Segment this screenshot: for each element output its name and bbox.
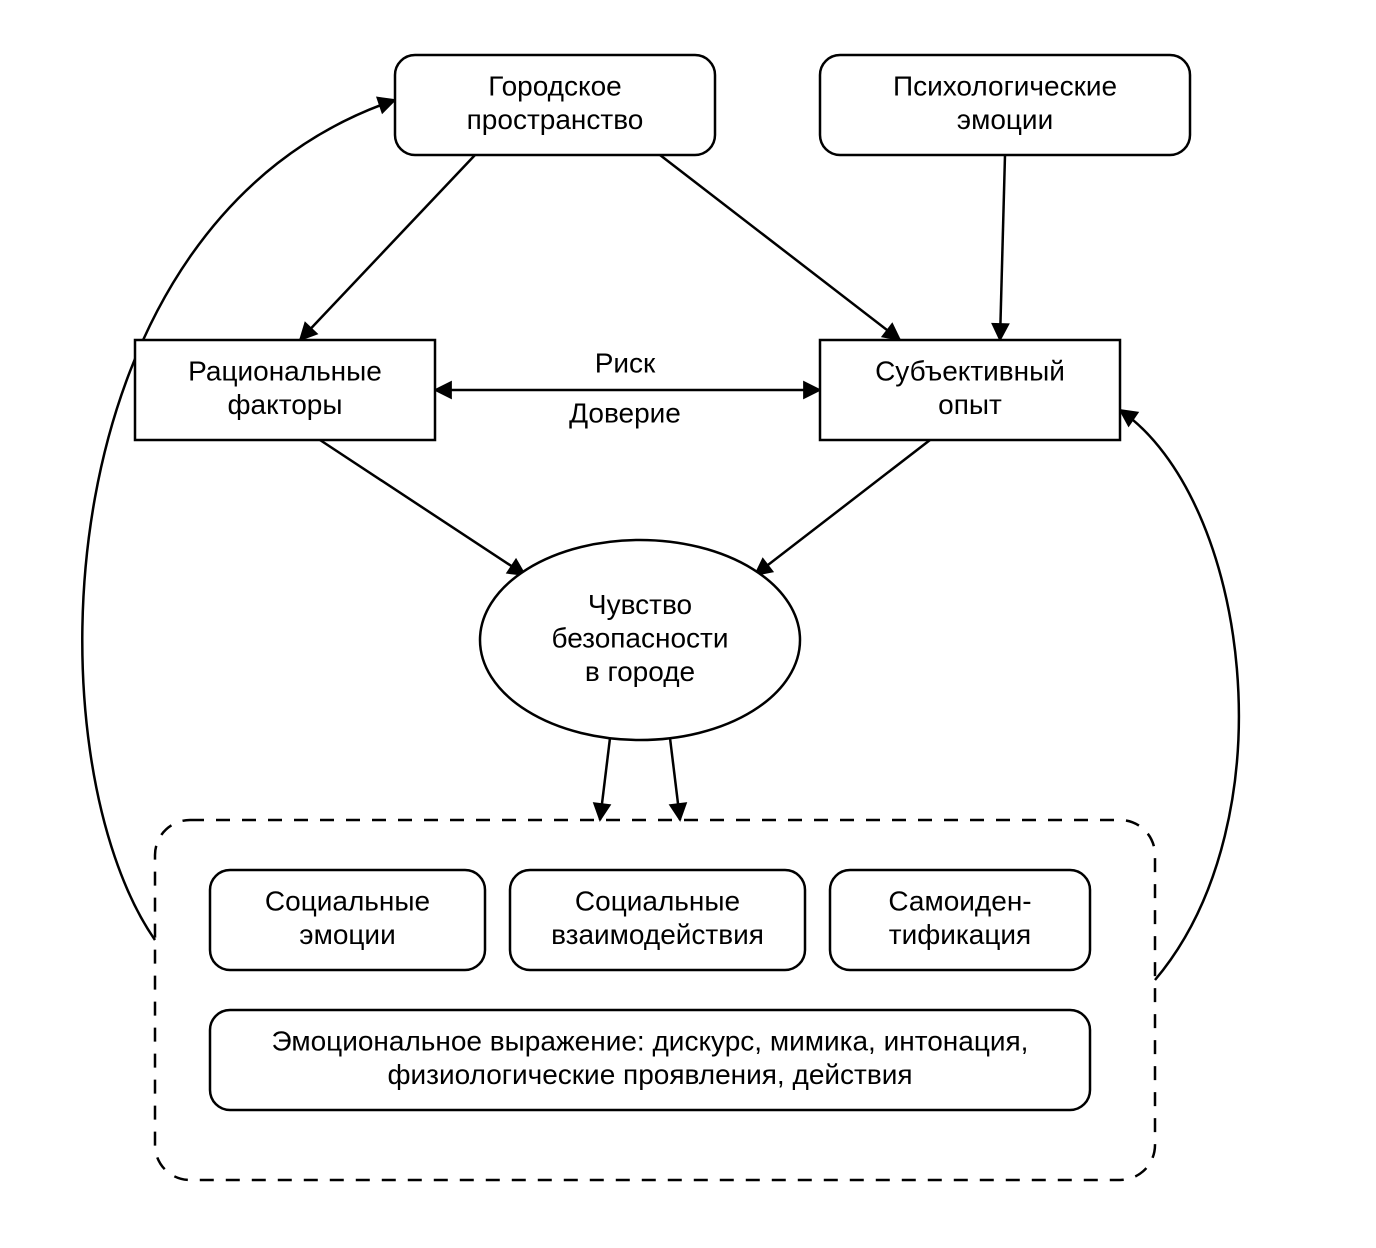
edge-label-risk: Риск [595,347,656,378]
node-psych_emotions: Психологическиеэмоции [820,55,1190,155]
node-subjective-line0: Субъективный [875,356,1065,387]
edge-feedback_right [1120,410,1239,980]
node-social_inter: Социальныевзаимодействия [510,870,805,970]
node-expression-line0: Эмоциональное выражение: дискурс, мимика… [272,1026,1029,1057]
edge-safety_to_box_right [670,738,680,820]
node-self_id-line0: Самоиден- [888,886,1031,917]
node-psych_emotions-line1: эмоции [957,104,1053,135]
node-expression-line1: физиологические проявления, действия [387,1059,912,1090]
nodes-layer: ГородскоепространствоПсихологическиеэмоц… [135,55,1190,1180]
node-rational: Рациональныефакторы [135,340,435,440]
node-expression: Эмоциональное выражение: дискурс, мимика… [210,1010,1090,1110]
edge-label-trust: Доверие [569,397,681,428]
edge-subjective_to_safety [755,440,930,575]
node-social_inter-line1: взаимодействия [551,919,764,950]
node-urban_space-line0: Городское [488,71,621,102]
edge-psych_to_subjective [1000,155,1005,340]
node-rational-line0: Рациональные [188,356,382,387]
node-sense_safety: Чувствобезопасностив городе [480,540,800,740]
edge-urban_to_subjective [660,155,900,340]
node-self_id: Самоиден-тификация [830,870,1090,970]
diagram-canvas: ГородскоепространствоПсихологическиеэмоц… [0,0,1376,1248]
edge-labels-layer: Риск Доверие [569,347,681,428]
node-subjective-line1: опыт [938,389,1002,420]
node-social_inter-line0: Социальные [575,886,740,917]
node-sense_safety-line1: безопасности [551,622,728,653]
node-self_id-line1: тификация [889,919,1031,950]
edge-feedback_left [82,100,395,940]
node-social_emotions-line1: эмоции [299,919,395,950]
node-sense_safety-line0: Чувство [588,589,692,620]
node-rational-line1: факторы [228,389,343,420]
node-urban_space: Городскоепространство [395,55,715,155]
edge-urban_to_rational [300,155,475,340]
node-subjective: Субъективныйопыт [820,340,1120,440]
node-psych_emotions-line0: Психологические [893,71,1117,102]
edge-safety_to_box_left [600,738,610,820]
node-sense_safety-line2: в городе [585,656,695,687]
edge-rational_to_safety [320,440,525,575]
node-urban_space-line1: пространство [467,104,644,135]
node-social_emotions: Социальныеэмоции [210,870,485,970]
node-social_emotions-line0: Социальные [265,886,430,917]
